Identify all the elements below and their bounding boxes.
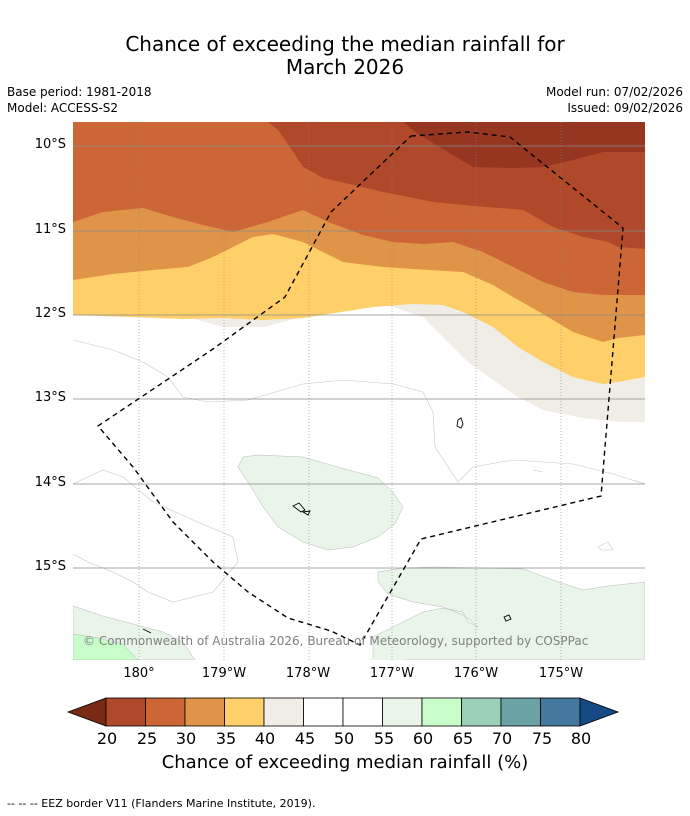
colorbar-tick-20: 20 bbox=[96, 729, 118, 748]
colorbar-cell bbox=[342, 697, 383, 727]
chart-title-line2: March 2026 bbox=[285, 55, 405, 79]
model-run: Model run: 07/02/2026 bbox=[545, 85, 683, 99]
band-60-65-southwest bbox=[73, 633, 139, 660]
lon-label-177w: 177°W bbox=[369, 666, 415, 681]
band-55-60-southeast bbox=[372, 566, 645, 660]
band-25-30 bbox=[73, 122, 645, 295]
colorbar-tick-35: 35 bbox=[215, 729, 237, 748]
latitude-lines bbox=[73, 145, 645, 569]
eez-border bbox=[96, 131, 624, 646]
lon-label-180: 180° bbox=[123, 666, 155, 681]
lat-label-11s: 11°S bbox=[34, 222, 66, 237]
lat-label-12s: 12°S bbox=[34, 306, 66, 321]
base-period: Base period: 1981-2018 bbox=[7, 85, 152, 99]
colorbar-tick-45: 45 bbox=[294, 729, 316, 748]
colorbar-tick-50: 50 bbox=[333, 729, 355, 748]
colorbar-cell bbox=[421, 697, 462, 727]
colorbar-cell bbox=[184, 697, 225, 727]
colorbar-tick-65: 65 bbox=[452, 729, 474, 748]
colorbar-tick-75: 75 bbox=[531, 729, 553, 748]
lon-label-176w: 176°W bbox=[453, 666, 499, 681]
colorbar-tick-30: 30 bbox=[175, 729, 197, 748]
lat-label-10s: 10°S bbox=[34, 137, 66, 152]
lon-label-179w: 179°W bbox=[201, 666, 247, 681]
rainfall-probability-map bbox=[73, 122, 645, 660]
lat-label-14s: 14°S bbox=[34, 475, 66, 490]
islands bbox=[142, 417, 512, 634]
colorbar-label: Chance of exceeding median rainfall (%) bbox=[161, 752, 529, 773]
copyright-credit: © Commonwealth of Australia 2026, Bureau… bbox=[83, 634, 589, 648]
colorbar-tick-40: 40 bbox=[254, 729, 276, 748]
colorbar-cell bbox=[224, 697, 265, 727]
colorbar-cell bbox=[145, 697, 186, 727]
colorbar-tick-70: 70 bbox=[491, 729, 513, 748]
band-lt-20 bbox=[403, 122, 645, 168]
colorbar-cell bbox=[263, 697, 304, 727]
band-55-60-south-patch bbox=[368, 656, 403, 660]
colorbar bbox=[66, 697, 620, 727]
lat-label-13s: 13°S bbox=[34, 390, 66, 405]
colorbar-cell bbox=[500, 697, 541, 727]
lat-label-15s: 15°S bbox=[34, 559, 66, 574]
colorbar-cell bbox=[540, 697, 581, 727]
contour-lines bbox=[73, 339, 645, 603]
colorbar-extend-high bbox=[579, 697, 620, 727]
model-name: Model: ACCESS-S2 bbox=[7, 101, 119, 115]
colorbar-tick-55: 55 bbox=[373, 729, 395, 748]
chart-title-line1: Chance of exceeding the median rainfall … bbox=[125, 32, 565, 56]
colorbar-tick-80: 80 bbox=[570, 729, 592, 748]
colorbar-cell bbox=[382, 697, 423, 727]
issued-date: Issued: 09/02/2026 bbox=[567, 101, 683, 115]
eez-footnote: -- -- -- EEZ border V11 (Flanders Marine… bbox=[7, 797, 316, 810]
colorbar-cell bbox=[461, 697, 502, 727]
colorbar-tick-25: 25 bbox=[136, 729, 158, 748]
colorbar-cell bbox=[105, 697, 146, 727]
lon-label-178w: 178°W bbox=[285, 666, 331, 681]
colorbar-cell bbox=[303, 697, 344, 727]
lon-label-175w: 175°W bbox=[538, 666, 584, 681]
band-55-60-center bbox=[237, 454, 404, 551]
colorbar-tick-60: 60 bbox=[412, 729, 434, 748]
colorbar-extend-low bbox=[66, 697, 107, 727]
